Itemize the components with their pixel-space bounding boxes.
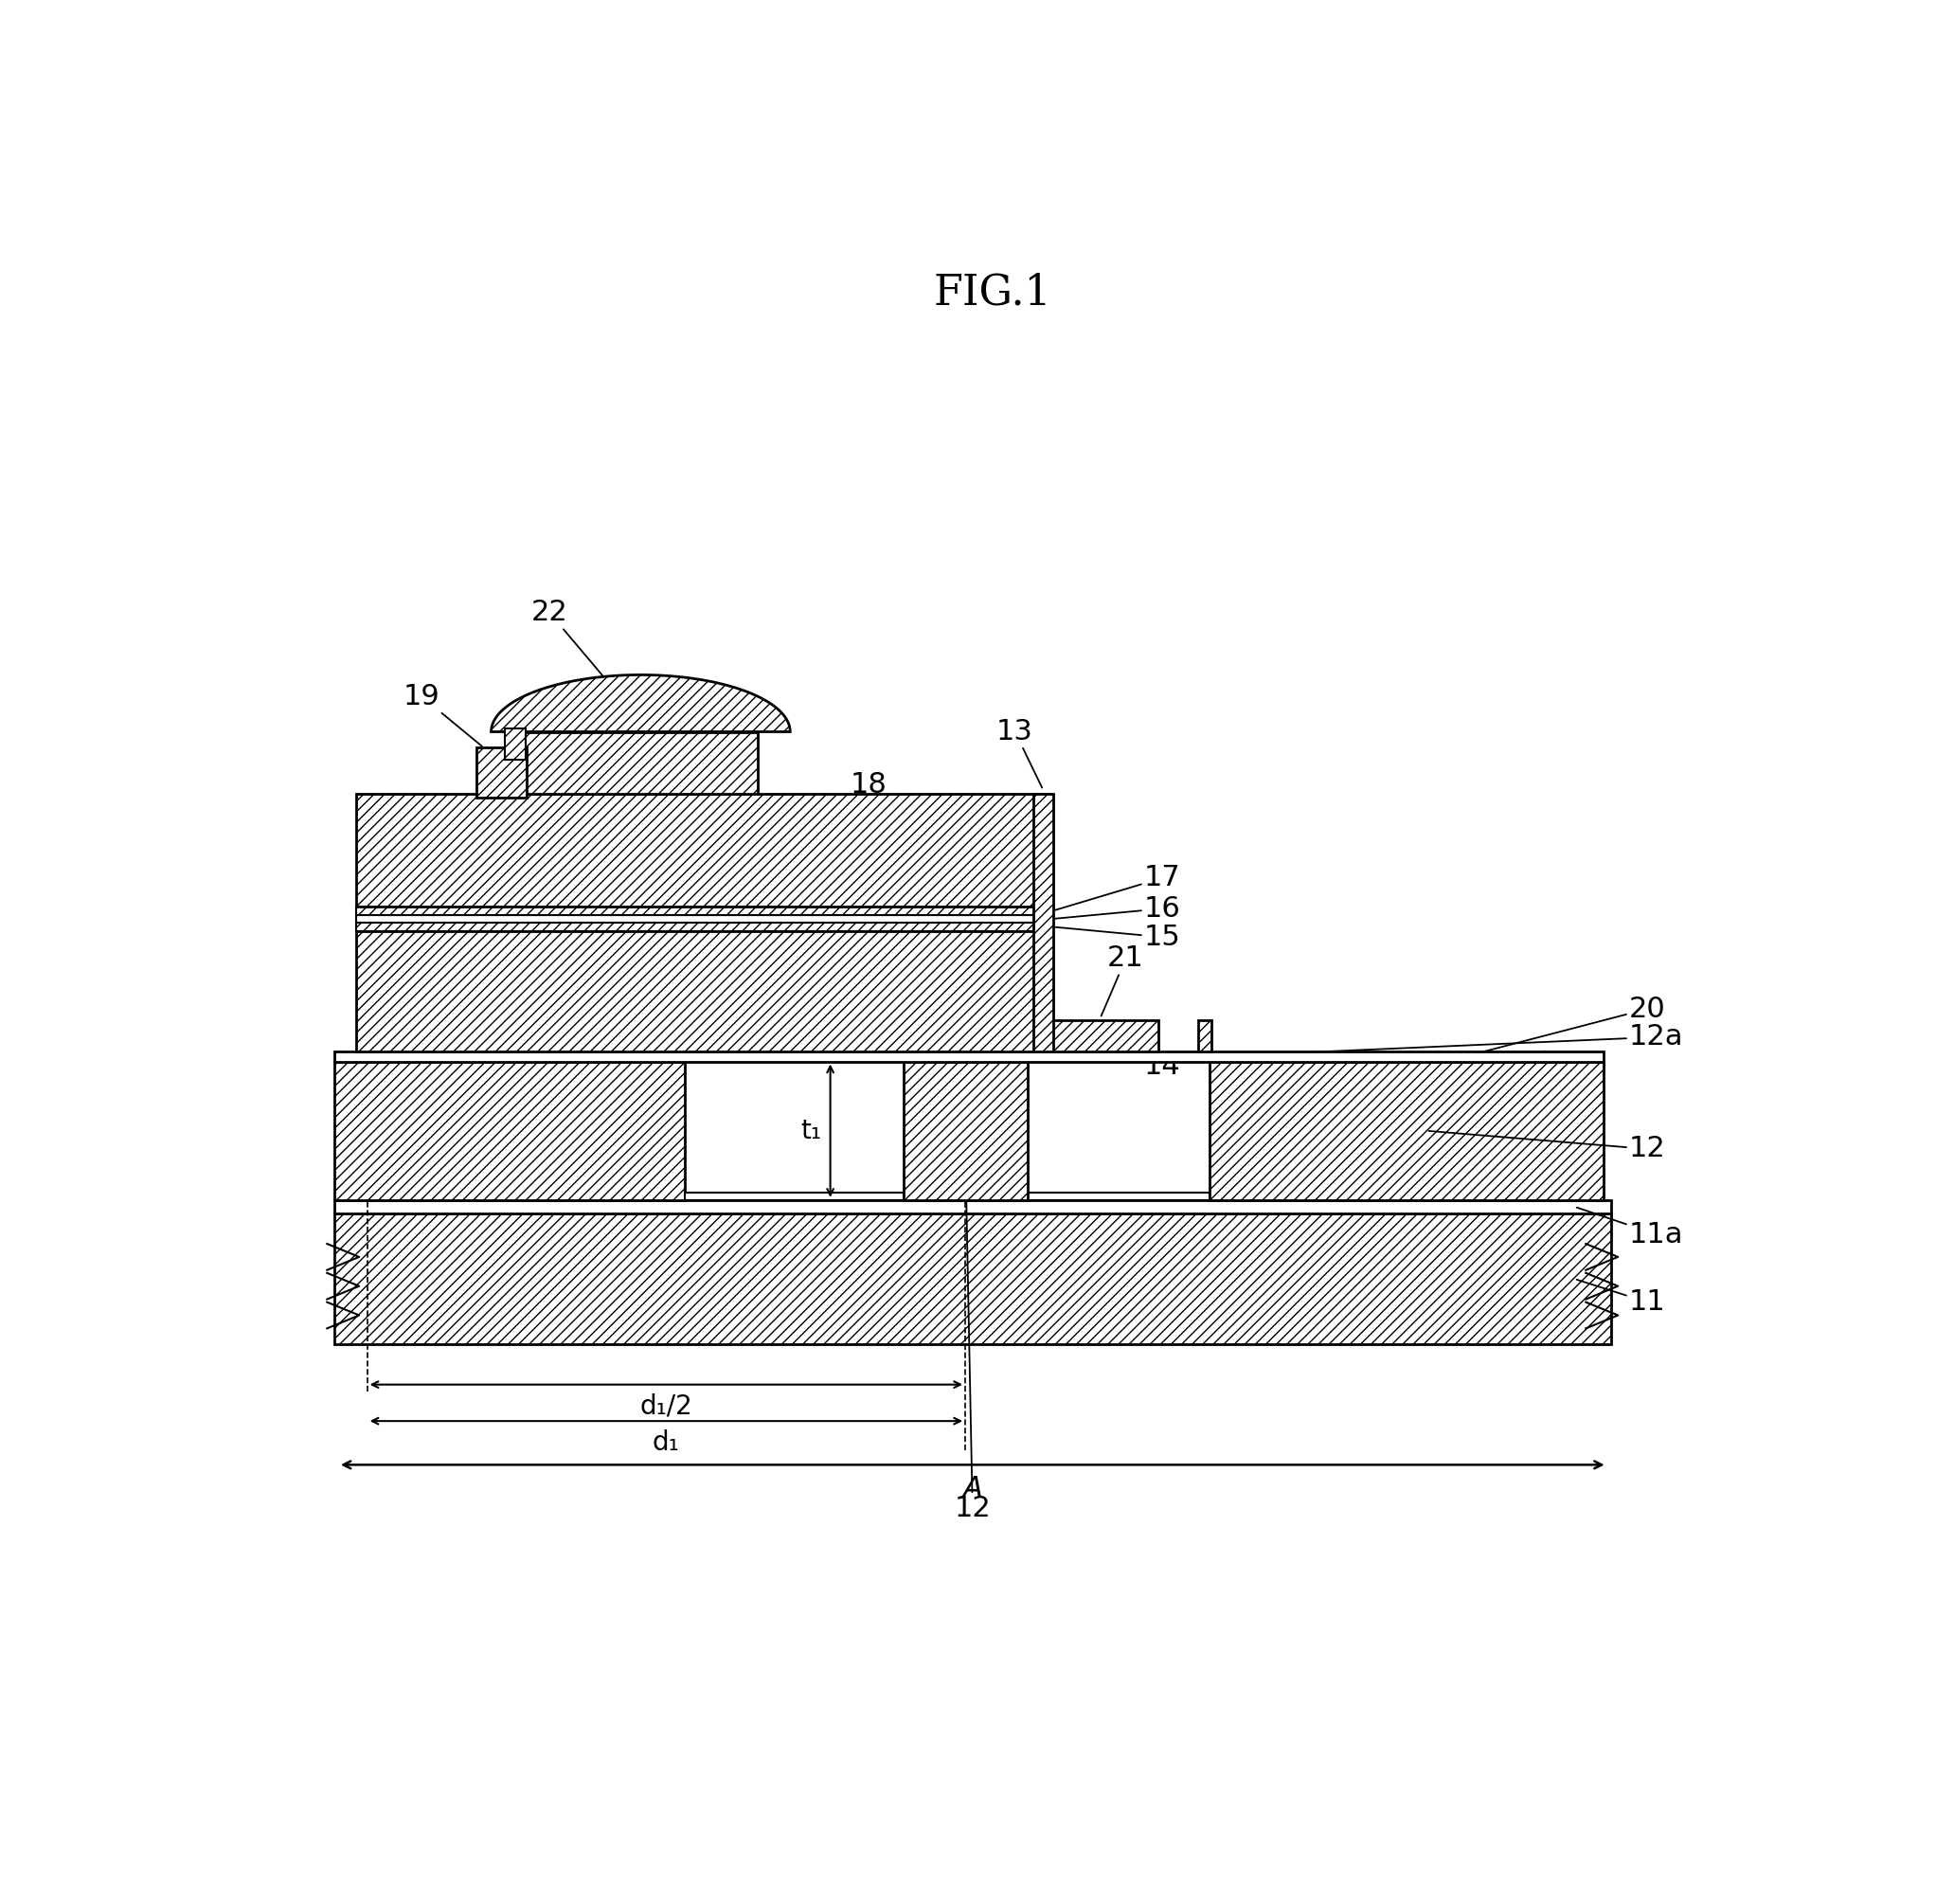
Text: 12: 12 bbox=[954, 1148, 991, 1523]
Text: 18: 18 bbox=[809, 771, 887, 849]
Bar bbox=[525, 731, 757, 794]
Text: 19: 19 bbox=[403, 684, 482, 746]
Bar bbox=[356, 794, 1049, 906]
Text: 21: 21 bbox=[1102, 944, 1144, 1017]
Text: 16: 16 bbox=[1055, 895, 1181, 922]
Text: 11: 11 bbox=[1576, 1279, 1665, 1316]
Bar bbox=[1042, 1021, 1158, 1051]
Bar bbox=[904, 1061, 1028, 1200]
Bar bbox=[335, 1051, 1603, 1061]
Text: w₁: w₁ bbox=[949, 996, 982, 1022]
Bar bbox=[356, 923, 1049, 931]
Text: 17: 17 bbox=[1055, 864, 1181, 910]
Text: 20: 20 bbox=[1467, 996, 1665, 1055]
Text: 22: 22 bbox=[530, 600, 618, 693]
Text: 14: 14 bbox=[1055, 1034, 1181, 1080]
Bar bbox=[335, 1061, 685, 1200]
Bar bbox=[356, 931, 1049, 1051]
Text: 13: 13 bbox=[997, 718, 1042, 788]
Bar bbox=[685, 1192, 904, 1200]
Bar bbox=[505, 729, 525, 760]
Text: 15: 15 bbox=[1055, 923, 1181, 950]
Bar bbox=[1198, 1021, 1212, 1051]
Bar bbox=[356, 914, 1049, 923]
Text: 12a: 12a bbox=[1241, 1022, 1684, 1055]
Bar bbox=[476, 748, 527, 798]
Bar bbox=[1028, 1192, 1210, 1200]
Text: t₁: t₁ bbox=[802, 1118, 821, 1144]
Bar bbox=[1034, 794, 1053, 1051]
Bar bbox=[1210, 1061, 1603, 1200]
Text: A: A bbox=[962, 1476, 982, 1502]
Bar bbox=[335, 1213, 1611, 1344]
Bar bbox=[356, 906, 1049, 914]
Text: 11a: 11a bbox=[1576, 1207, 1684, 1247]
Polygon shape bbox=[492, 674, 790, 731]
Text: d₁: d₁ bbox=[652, 1430, 680, 1457]
Text: 12: 12 bbox=[1429, 1131, 1665, 1163]
Bar bbox=[335, 1200, 1611, 1213]
Text: d₁/2: d₁/2 bbox=[639, 1394, 693, 1420]
Text: FIG.1: FIG.1 bbox=[933, 272, 1051, 312]
